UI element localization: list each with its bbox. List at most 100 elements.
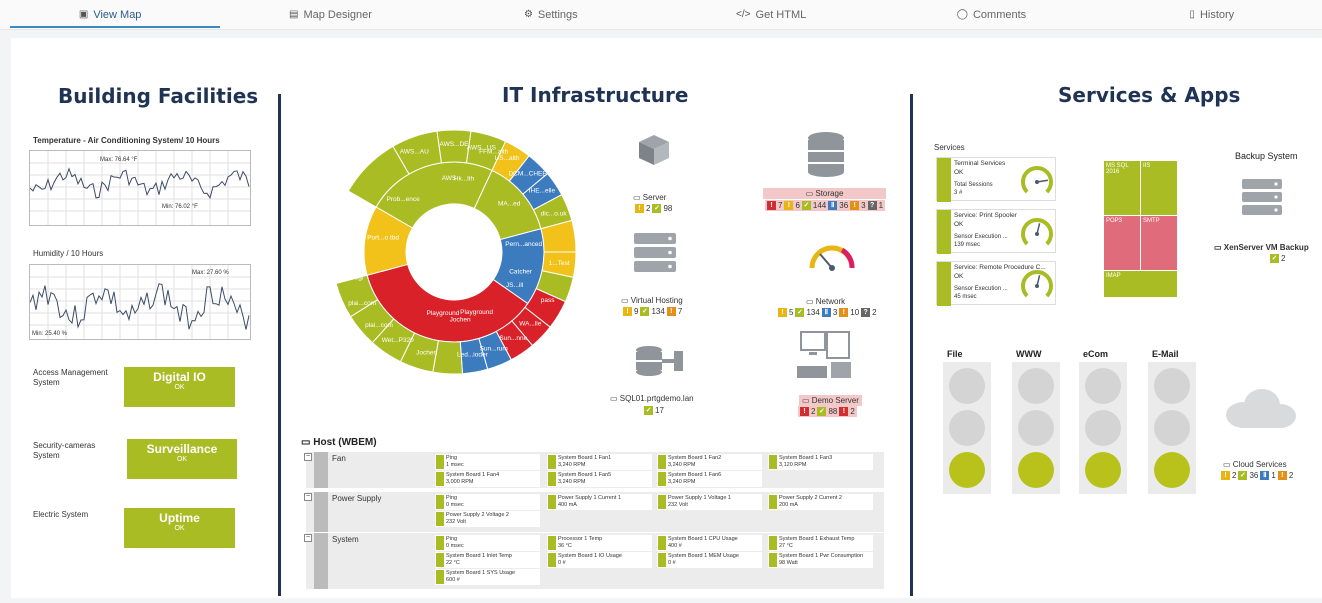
demo-server-label[interactable]: ▭ Demo Server	[799, 395, 862, 406]
sql-server-counts[interactable]: ✓ 17	[644, 406, 664, 415]
tile-smtp[interactable]: SMTP	[1141, 216, 1177, 270]
sensor-tile[interactable]: System Board 1 Fan1 3,240 RPM	[547, 454, 652, 470]
storage-counts[interactable]: ! 7! 6 ✓ 144 Ⅱ 36! 3? 1	[765, 200, 886, 211]
surveillance-box[interactable]: Surveillance OK	[127, 439, 237, 479]
sensor-value: 22 °C	[446, 560, 460, 566]
sensor-value: 0 msec	[446, 502, 464, 508]
sunburst-label: AWS...AU	[400, 149, 429, 156]
wbem-group[interactable]: − System Ping 0 msec Processor 1 Temp 36 °C Sy…	[304, 533, 884, 589]
wbem-group[interactable]: − Fan Ping 1 msec System Board 1 Fan1 3,240 R…	[304, 452, 884, 488]
status-chip: ✓	[652, 204, 662, 213]
service-item[interactable]: Terminal Services OK Total Sessions 3 #	[936, 157, 1056, 202]
sensor-tile[interactable]: System Board 1 Pwr Consumption 98 Watt	[768, 552, 873, 568]
sensor-tile[interactable]: System Board 1 Fan5 3,240 RPM	[547, 471, 652, 487]
status-count: 7	[677, 307, 683, 316]
network-counts[interactable]: ! 5 ✓ 134 Ⅱ 3! 10? 2	[778, 308, 877, 317]
security-cameras-label: Security-cameras System	[33, 441, 96, 460]
service-metric: Total Sessions	[954, 182, 993, 188]
service-item[interactable]: Service: Print Spooler OK Sensor Execution…	[936, 209, 1056, 254]
tile-ms-sql[interactable]: MS SQL 2016	[1104, 161, 1140, 215]
virtual-hosting-label[interactable]: ▭ Virtual Hosting	[621, 296, 683, 305]
network-label[interactable]: ▭ Network	[806, 297, 846, 306]
sensor-tile[interactable]: System Board 1 Fan2 3,240 RPM	[657, 454, 762, 470]
sunburst-label: Playground	[460, 309, 493, 316]
ok-check-icon	[769, 553, 777, 567]
humidity-chart[interactable]: Max: 27.60 % Min: 25.40 %	[29, 264, 251, 340]
sensor-tile[interactable]: System Board 1 SYS Usage 600 #	[435, 569, 540, 585]
sensor-tile[interactable]: Power Supply 1 Current 1 400 mA	[547, 494, 652, 510]
sensor-tile[interactable]: Ping 1 msec	[435, 454, 540, 470]
xenserver-backup-counts[interactable]: ✓ 2	[1270, 254, 1286, 263]
sensor-tile[interactable]: System Board 1 Fan4 3,000 RPM	[435, 471, 540, 487]
status-count: 134	[651, 307, 665, 316]
tab-comments[interactable]: ◯ Comments	[956, 8, 1027, 21]
sensor-tile[interactable]: System Board 1 Inlet Temp 22 °C	[435, 552, 540, 568]
sensor-name: System Board 1 Pwr Consumption	[779, 553, 864, 559]
wbem-title[interactable]: ▭ Host (WBEM)	[301, 437, 377, 448]
server-label[interactable]: ▭ Server	[633, 193, 667, 202]
tab-history[interactable]: ▯ History	[1189, 8, 1235, 21]
service-item[interactable]: Service: Remote Procedure C... OK Sensor E…	[936, 261, 1056, 306]
status-chip: ✓	[817, 407, 827, 416]
sensor-tile[interactable]: Power Supply 2 Voltage 2 232 Volt	[435, 511, 540, 527]
sunburst-label: go...regi	[340, 274, 364, 281]
tab-get-html[interactable]: </> Get HTML	[736, 8, 807, 21]
status-chip: !	[1221, 471, 1230, 480]
collapse-toggle[interactable]: −	[304, 493, 312, 501]
cloud-services-counts[interactable]: ! 2 ✓ 36 Ⅱ 1! 2	[1221, 471, 1293, 480]
sensor-tile[interactable]: System Board 1 CPU Usage 400 #	[657, 535, 762, 551]
tile-imap[interactable]: IMAP	[1104, 271, 1177, 297]
cloud-services-label[interactable]: ▭ Cloud Services	[1223, 460, 1287, 469]
demo-server-counts[interactable]: ! 2 ✓ 88! 2	[798, 406, 857, 417]
temp-chart[interactable]: Max: 76.64 °F Min: 76.02 °F	[29, 150, 251, 226]
traffic-light[interactable]	[943, 362, 991, 494]
status-chip: ✓	[1238, 471, 1248, 480]
sunburst-label: Wet...P320	[382, 337, 414, 344]
traffic-light[interactable]	[1148, 362, 1196, 494]
sensor-tile[interactable]: System Board 1 IO Usage 0 #	[547, 552, 652, 568]
map-canvas: Building Facilities Temperature - Air Co…	[11, 38, 1322, 598]
wbem-group[interactable]: − Power Supply Ping 0 msec Power Supply 1 Cu…	[304, 492, 884, 532]
status-chip: !	[1277, 471, 1287, 480]
tab-map-designer[interactable]: ▤ Map Designer	[289, 8, 372, 21]
collapse-toggle[interactable]: −	[304, 534, 312, 542]
sunburst-label: WA...lle	[519, 321, 542, 328]
sunburst-label: Playground	[426, 310, 459, 317]
sunburst-label: IHE...elle	[529, 188, 556, 195]
tile-pop3[interactable]: POP3	[1104, 216, 1140, 270]
xenserver-backup-label[interactable]: ▭ XenServer VM Backup	[1214, 243, 1309, 252]
sunburst-label: Sun...nne	[499, 335, 527, 342]
sensor-name: Ping	[446, 455, 458, 461]
sensor-tile[interactable]: Ping 0 msec	[435, 494, 540, 510]
sensor-tile[interactable]: System Board 1 Fan3 3,120 RPM	[768, 454, 873, 470]
sensor-value: 27 °C	[779, 543, 793, 549]
sensor-tile[interactable]: Power Supply 1 Voltage 1 232 Volt	[657, 494, 762, 510]
storage-label[interactable]: ▭ Storage	[763, 188, 886, 199]
ok-check-icon	[658, 472, 666, 486]
sensor-tile[interactable]: Processor 1 Temp 36 °C	[547, 535, 652, 551]
tab-settings[interactable]: ⚙ Settings	[523, 8, 578, 21]
traffic-light[interactable]	[1079, 362, 1127, 494]
sunburst-segment[interactable]	[335, 274, 379, 318]
lamp-off	[1154, 368, 1190, 404]
gauge-icon	[1021, 166, 1053, 198]
server-counts[interactable]: ! 2 ✓ 98	[635, 204, 672, 213]
sql-server-label[interactable]: ▭ SQL01.prtgdemo.lan	[610, 394, 694, 403]
sensor-tile[interactable]: Ping 0 msec	[435, 535, 540, 551]
sensor-tile[interactable]: Power Supply 2 Current 2 200 mA	[768, 494, 873, 510]
traffic-light[interactable]	[1012, 362, 1060, 494]
digital-io-title: Digital IO	[153, 370, 206, 384]
digital-io-box[interactable]: Digital IO OK	[124, 367, 235, 407]
sunburst-label: FFM...alth	[479, 149, 509, 156]
comment-icon: ◯	[956, 9, 968, 20]
tab-view-map[interactable]: ▣ View Map	[0, 0, 221, 29]
uptime-box[interactable]: Uptime OK	[124, 508, 235, 548]
service-metric: Sensor Execution ...	[954, 286, 1008, 292]
sensor-tile[interactable]: System Board 1 Fan6 3,240 RPM	[657, 471, 762, 487]
sensor-tile[interactable]: System Board 1 MEM Usage 0 #	[657, 552, 762, 568]
tile-iis[interactable]: IIS	[1141, 161, 1177, 215]
sensor-tile[interactable]: System Board 1 Exhaust Temp 27 °C	[768, 535, 873, 551]
collapse-toggle[interactable]: −	[304, 453, 312, 461]
virtual-hosting-counts[interactable]: ! 9 ✓ 134! 7	[623, 307, 682, 316]
